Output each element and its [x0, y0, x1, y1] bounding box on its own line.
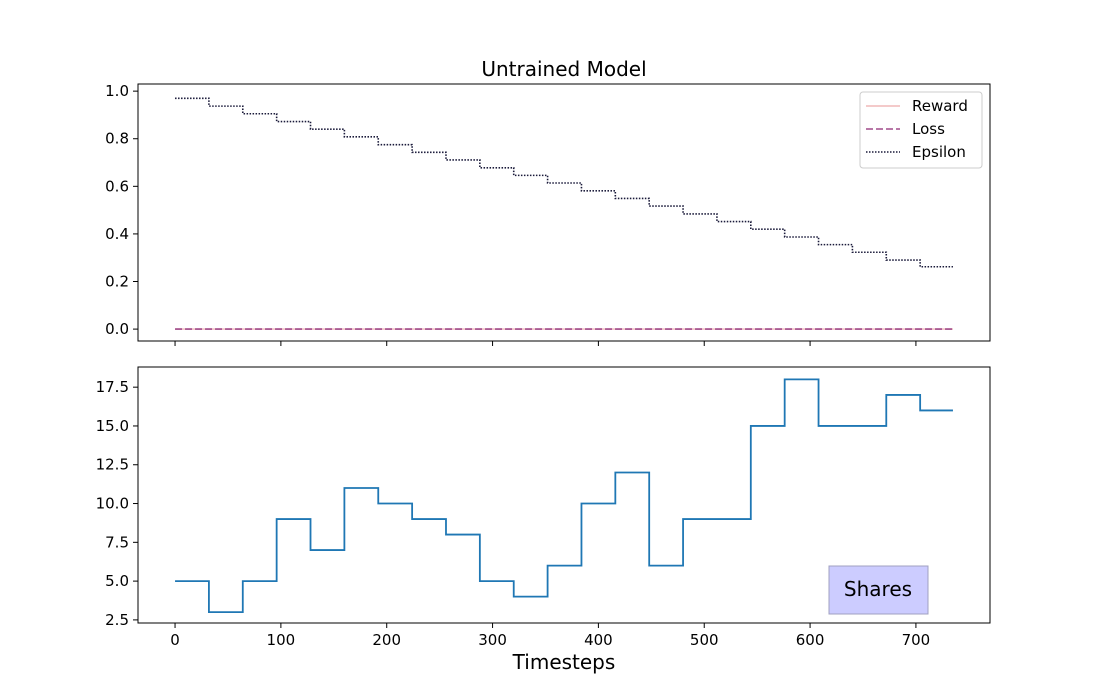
series-line-shares — [175, 378, 953, 614]
y-tick-label: 0.4 — [105, 225, 129, 243]
x-tick-label: 200 — [372, 631, 401, 649]
y-tick-label: 2.5 — [105, 611, 129, 629]
y-tick-label: 0.8 — [105, 130, 129, 148]
x-tick-label: 100 — [267, 631, 296, 649]
y-tick-label: 17.5 — [96, 378, 129, 396]
legend-label-reward: Reward — [912, 97, 968, 115]
y-tick-label: 7.5 — [105, 533, 129, 551]
x-tick-label: 0 — [170, 631, 180, 649]
bottom-plot: 2.5 5.0 7.5 10.0 12.5 15.0 17.5 0 100 200 300 400 50… — [96, 366, 991, 674]
top-plot: 0.0 0.2 0.4 0.6 0.8 1.0 Untrained Model Reward L… — [105, 57, 991, 346]
y-tick-label: 0.2 — [105, 273, 129, 291]
x-axis-label: Timesteps — [512, 650, 616, 674]
annotation-box — [828, 565, 929, 615]
legend-box — [859, 91, 983, 169]
y-tick-label: 1.0 — [105, 82, 129, 100]
annotation-label: Shares — [844, 577, 912, 601]
x-tick-label: 500 — [690, 631, 719, 649]
axes-frame — [137, 83, 991, 342]
legend-label-epsilon: Epsilon — [912, 143, 966, 161]
x-tick-label: 600 — [796, 631, 825, 649]
legend-label-loss: Loss — [912, 120, 945, 138]
y-tick-label: 0.6 — [105, 177, 129, 195]
x-tick-label: 300 — [478, 631, 507, 649]
x-tick-label: 700 — [902, 631, 931, 649]
y-tick-label: 15.0 — [96, 417, 129, 435]
series-line-epsilon — [175, 97, 953, 268]
y-tick-label: 12.5 — [96, 456, 129, 474]
axes-frame — [137, 366, 991, 624]
y-tick-label: 10.0 — [96, 495, 129, 513]
x-tick-label: 400 — [584, 631, 613, 649]
y-tick-label: 5.0 — [105, 572, 129, 590]
y-tick-label: 0.0 — [105, 320, 129, 338]
chart-title: Untrained Model — [481, 57, 646, 81]
